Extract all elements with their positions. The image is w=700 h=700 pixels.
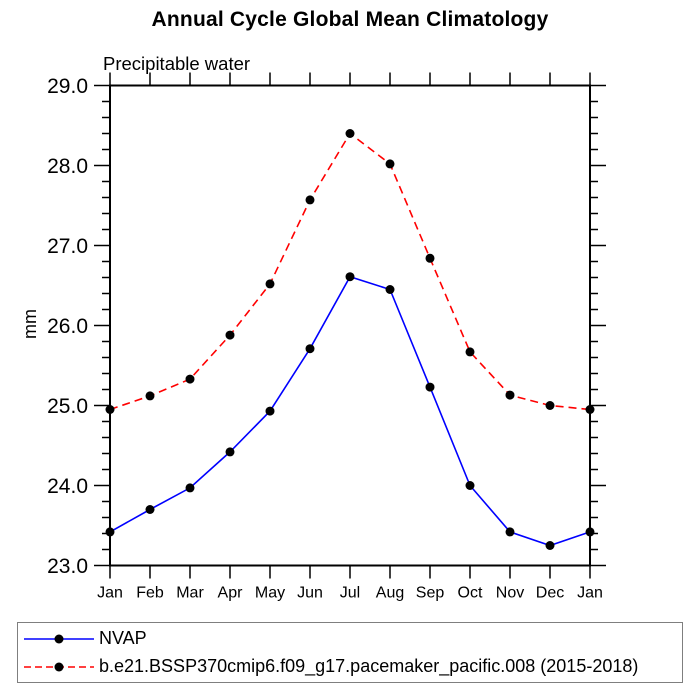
x-tick-label: Aug	[376, 585, 404, 602]
series-model	[105, 129, 595, 414]
y-tick-label: 28.0	[47, 155, 88, 178]
legend-label-model: b.e21.BSSP370cmip6.f09_g17.pacemaker_pac…	[99, 656, 639, 676]
data-point-marker	[385, 159, 395, 169]
legend-row-nvap: NVAP	[18, 625, 682, 653]
legend-label-nvap: NVAP	[99, 628, 147, 648]
legend-marker	[54, 662, 64, 671]
data-point-marker	[505, 390, 515, 400]
x-tick-label: Dec	[536, 585, 564, 602]
y-tick-label: 29.0	[47, 75, 88, 98]
data-point-marker	[305, 344, 315, 354]
y-tick-labels: 23.0 24.0 25.0 26.0 27.0 28.0 29.0	[47, 75, 88, 578]
data-point-marker	[265, 406, 275, 416]
data-point-marker	[585, 405, 595, 414]
y-tick-label: 25.0	[47, 395, 88, 418]
x-tick-label: Jul	[340, 585, 360, 602]
x-tick-labels: Jan Feb Mar Apr May Jun Jul Aug Sep Oct Nov Dec Jan	[97, 585, 603, 602]
y-tick-label: 24.0	[47, 475, 88, 498]
data-point-marker	[345, 129, 355, 138]
x-tick-label: May	[255, 585, 285, 602]
series-line	[109, 275, 591, 547]
x-tick-label: Jun	[297, 585, 323, 602]
data-point-marker	[185, 374, 195, 384]
legend-box: NVAP b.e21.BSSP370cmip6.f09_g17.pacemake…	[17, 622, 683, 683]
x-tick-label: Apr	[218, 585, 244, 602]
data-point-marker	[225, 447, 235, 457]
plot-frame	[109, 84, 591, 567]
data-point-marker	[545, 401, 555, 410]
data-point-marker	[105, 527, 115, 537]
x-ticks	[109, 72, 591, 579]
data-point-marker	[145, 505, 155, 514]
legend-marker	[54, 634, 64, 643]
legend-row-model: b.e21.BSSP370cmip6.f09_g17.pacemaker_pac…	[18, 653, 682, 681]
data-point-marker	[465, 347, 475, 357]
y-ticks	[94, 84, 606, 567]
chart-title: Annual Cycle Global Mean Climatology	[151, 8, 549, 31]
x-tick-label: Sep	[416, 585, 445, 602]
legend-sample-nvap-line	[24, 634, 94, 643]
data-point-marker	[385, 285, 395, 294]
data-point-marker	[465, 481, 475, 490]
y-tick-label: 27.0	[47, 235, 88, 258]
data-point-marker	[185, 483, 195, 493]
x-tick-label: Jan	[577, 585, 603, 602]
x-tick-label: Feb	[136, 585, 164, 602]
data-point-marker	[345, 272, 355, 282]
y-tick-label: 26.0	[47, 315, 88, 338]
data-point-marker	[225, 330, 235, 340]
data-point-marker	[265, 279, 275, 289]
x-tick-label: Mar	[176, 585, 204, 602]
data-point-marker	[105, 405, 115, 414]
series-nvap	[105, 272, 595, 550]
y-tick-label: 23.0	[47, 555, 88, 578]
data-point-marker	[425, 253, 435, 263]
x-tick-label: Nov	[496, 585, 524, 602]
x-tick-label: Jan	[97, 585, 123, 602]
data-point-marker	[425, 382, 435, 392]
chart-subtitle: Precipitable water	[103, 53, 251, 74]
data-point-marker	[585, 527, 595, 537]
data-point-marker	[545, 541, 555, 550]
data-point-marker	[505, 527, 515, 537]
legend-sample-model-line	[24, 662, 94, 671]
x-tick-label: Oct	[458, 585, 483, 602]
plot-area: Jan Feb Mar Apr May Jun Jul Aug Sep Oct Nov Dec Jan 2…	[47, 72, 606, 602]
data-point-marker	[145, 391, 155, 401]
data-point-marker	[305, 195, 315, 205]
series-line	[109, 132, 591, 411]
